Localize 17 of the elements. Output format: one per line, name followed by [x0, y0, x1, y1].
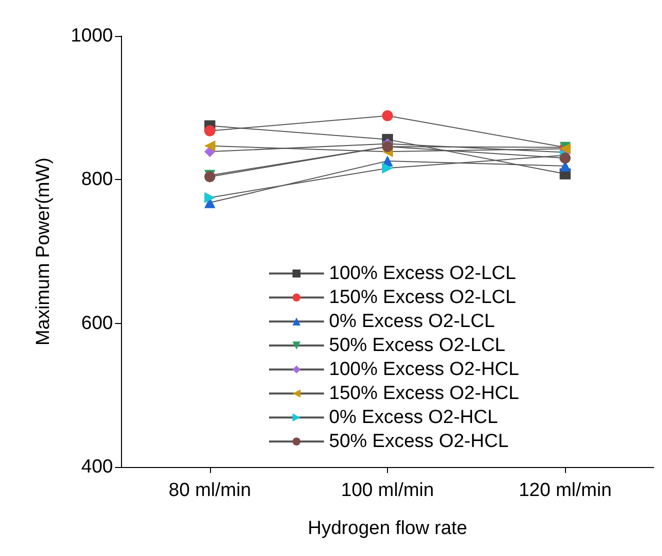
legend-label: 50% Excess O2-LCL — [329, 335, 506, 356]
y-tick-label: 400 — [81, 456, 113, 478]
x-tick-label: 100 ml/min — [341, 480, 434, 501]
legend-label: 0% Excess O2-LCL — [329, 311, 495, 332]
legend-label: 50% Excess O2-HCL — [329, 431, 509, 452]
legend-label: 100% Excess O2-LCL — [329, 263, 516, 284]
x-tick-label: 80 ml/min — [168, 480, 252, 501]
x-tick-label: 120 ml/min — [518, 480, 612, 501]
y-tick-label: 800 — [81, 169, 113, 190]
legend-label: 150% Excess O2-HCL — [329, 383, 520, 404]
x-axis-title: Hydrogen flow rate — [308, 518, 468, 539]
y-tick-label: 1000 — [70, 26, 113, 46]
legend-label: 100% Excess O2-HCL — [329, 359, 520, 380]
legend-label: 0% Excess O2-HCL — [329, 407, 498, 428]
legend-label: 150% Excess O2-LCL — [329, 287, 516, 308]
y-axis-title: Maximum Power(mW) — [33, 158, 54, 346]
y-tick-label: 600 — [81, 312, 113, 334]
